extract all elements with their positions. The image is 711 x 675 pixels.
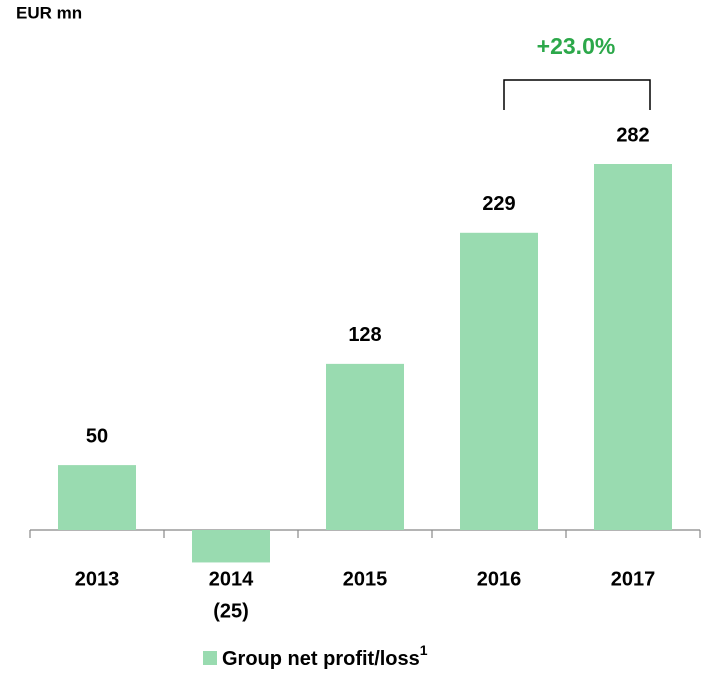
bar — [58, 465, 136, 530]
legend-label: Group net profit/loss — [222, 648, 420, 670]
value-label: 50 — [86, 425, 108, 447]
value-label: 229 — [482, 193, 515, 215]
legend-footnote: 1 — [420, 642, 428, 658]
x-tick-label: 2016 — [477, 568, 522, 590]
x-tick-label: 2017 — [611, 568, 656, 590]
legend-swatch — [203, 651, 217, 665]
growth-annotation: +23.0% — [537, 33, 616, 59]
value-label: 128 — [348, 324, 381, 346]
x-tick-label: 2015 — [343, 568, 388, 590]
bar — [326, 363, 404, 530]
bar — [594, 164, 672, 530]
unit-label: EUR mn — [16, 3, 82, 22]
x-tick-label: 2013 — [75, 568, 120, 590]
bar — [460, 232, 538, 530]
value-label: (25) — [213, 600, 249, 622]
x-tick-label: 2014 — [209, 568, 254, 590]
value-label: 282 — [616, 124, 649, 146]
growth-bracket — [503, 79, 651, 110]
legend-entry: Group net profit/loss1 — [222, 642, 428, 671]
bar — [192, 530, 270, 563]
